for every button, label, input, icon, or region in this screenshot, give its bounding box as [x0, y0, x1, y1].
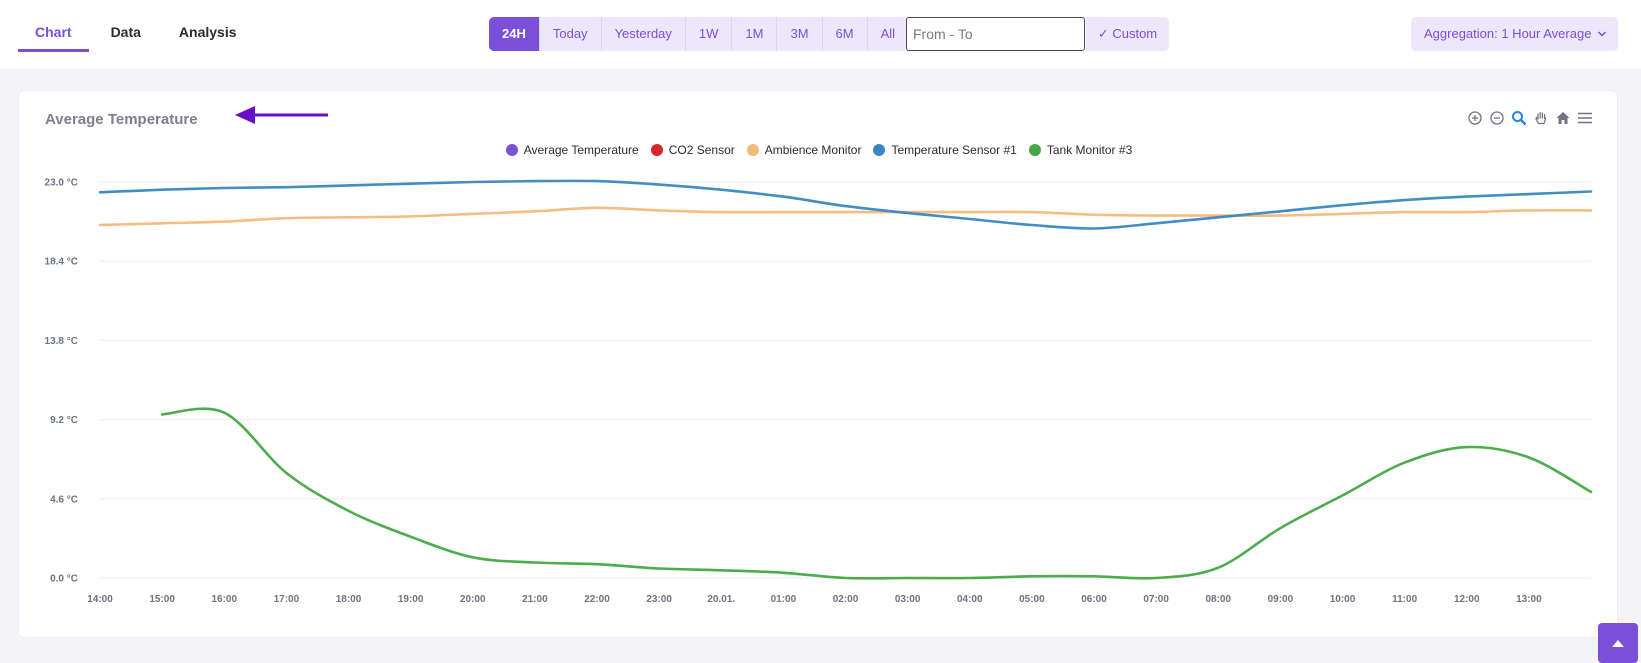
series-line-temperature-sensor-1: [98, 179, 1593, 230]
y-tick-label: 13.8 °C: [45, 336, 78, 347]
x-tick-label: 16:00: [211, 594, 237, 605]
date-range-input[interactable]: [906, 17, 1085, 51]
x-tick-label: 02:00: [833, 594, 859, 605]
range-6m[interactable]: 6M: [821, 17, 867, 51]
legend-item[interactable]: Average Temperature: [505, 143, 639, 157]
line-chart: 23.0 °C 18.4 °C 13.8 °C 9.2 °C 4.6 °C 0.0 °C 1…: [45, 178, 1593, 605]
y-tick-label: 23.0 °C: [45, 178, 78, 189]
x-tick-label: 21:00: [522, 594, 548, 605]
home-reset-icon[interactable]: [1555, 110, 1571, 126]
aggregation-label: Aggregation: 1 Hour Average: [1424, 26, 1592, 41]
x-tick-label: 15:00: [149, 594, 175, 605]
chart-toolbar: [1467, 110, 1593, 126]
x-tick-label: 09:00: [1268, 594, 1294, 605]
pan-hand-icon[interactable]: [1533, 110, 1549, 126]
range-1m[interactable]: 1M: [731, 17, 776, 51]
x-tick-label: 11:00: [1392, 594, 1417, 605]
range-3m[interactable]: 3M: [776, 17, 821, 51]
view-tabs: Chart Data Analysis: [18, 14, 253, 52]
x-tick-label: 13:00: [1516, 594, 1542, 605]
x-tick-label: 12:00: [1454, 594, 1480, 605]
legend-item[interactable]: CO2 Sensor: [650, 143, 735, 157]
x-tick-label: 10:00: [1330, 594, 1356, 605]
x-tick-label: 04:00: [957, 594, 983, 605]
tab-data[interactable]: Data: [110, 24, 141, 40]
legend-marker: [873, 144, 886, 156]
x-tick-label: 22:00: [584, 594, 610, 605]
legend-marker: [746, 144, 759, 156]
legend-marker: [505, 144, 518, 156]
aggregation-dropdown[interactable]: Aggregation: 1 Hour Average: [1411, 17, 1618, 51]
legend-item[interactable]: Ambience Monitor: [746, 143, 862, 157]
legend-label: Tank Monitor #3: [1046, 143, 1133, 157]
time-range-selector: 24H Today Yesterday 1W 1M 3M 6M All: [489, 17, 909, 51]
chart-title: Average Temperature: [45, 111, 198, 128]
tab-analysis[interactable]: Analysis: [178, 24, 237, 40]
x-tick-label: 18:00: [336, 594, 362, 605]
chart-card: 23.0 °C 18.4 °C 13.8 °C 9.2 °C 4.6 °C 0.0 °C 1…: [18, 90, 1618, 638]
zoom-select-icon[interactable]: [1511, 110, 1527, 126]
chevron-down-icon: [1597, 31, 1607, 37]
zoom-out-icon[interactable]: [1489, 110, 1505, 126]
x-tick-label: 07:00: [1143, 594, 1169, 605]
tab-chart[interactable]: Chart: [18, 14, 89, 52]
x-tick-label: 05:00: [1019, 594, 1045, 605]
legend-marker: [1028, 144, 1041, 156]
series-line-ambience-monitor: [98, 206, 1593, 227]
y-tick-label: 0.0 °C: [50, 574, 78, 585]
x-tick-label: 06:00: [1081, 594, 1107, 605]
legend-item[interactable]: Tank Monitor #3: [1028, 143, 1133, 157]
series-line-tank-monitor-3: [160, 407, 1593, 580]
scroll-to-top-button[interactable]: [1598, 623, 1638, 663]
y-tick-label: 9.2 °C: [50, 415, 78, 426]
zoom-in-icon[interactable]: [1467, 110, 1483, 126]
top-bar: Chart Data Analysis 24H Today Yesterday …: [0, 0, 1641, 70]
legend-label: Ambience Monitor: [764, 143, 862, 157]
x-tick-label: 20:00: [460, 594, 486, 605]
x-tick-label: 17:00: [274, 594, 300, 605]
x-tick-label: 14:00: [87, 594, 113, 605]
y-tick-label: 18.4 °C: [45, 257, 78, 268]
x-tick-label: 03:00: [895, 594, 921, 605]
x-tick-label: 19:00: [398, 594, 424, 605]
legend-label: Temperature Sensor #1: [891, 143, 1017, 157]
menu-icon[interactable]: [1577, 110, 1593, 126]
legend-label: Average Temperature: [523, 143, 639, 157]
legend-label: CO2 Sensor: [668, 143, 735, 157]
range-1w[interactable]: 1W: [684, 17, 732, 51]
range-today[interactable]: Today: [538, 17, 601, 51]
legend-item[interactable]: Temperature Sensor #1: [873, 143, 1017, 157]
x-tick-label: 23:00: [646, 594, 672, 605]
y-tick-label: 4.6 °C: [50, 494, 78, 505]
range-yesterday[interactable]: Yesterday: [600, 17, 685, 51]
range-24h[interactable]: 24H: [489, 17, 539, 51]
legend-marker: [650, 144, 663, 156]
arrow-left-icon: [235, 106, 328, 124]
chevron-up-icon: [1612, 640, 1624, 647]
range-all[interactable]: All: [866, 17, 908, 51]
x-tick-label: 01:00: [771, 594, 797, 605]
custom-range-button[interactable]: ✓ Custom: [1086, 17, 1169, 51]
x-tick-label: 20.01.: [707, 594, 735, 605]
chart-legend: Average Temperature CO2 Sensor Ambience Mo…: [19, 143, 1619, 157]
x-tick-label: 08:00: [1205, 594, 1231, 605]
